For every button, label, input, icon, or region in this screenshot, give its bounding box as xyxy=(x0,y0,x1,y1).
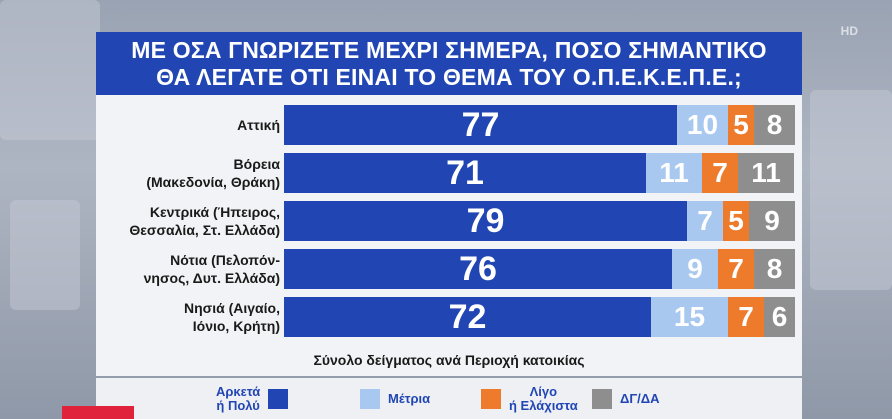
data-label: 7 xyxy=(712,157,728,188)
bar-little: 7 xyxy=(718,249,754,289)
title-line-2: ΘΑ ΛΕΓΑΤΕ ΟΤΙ ΕΙΝΑΙ ΤΟ ΘΕΜΑ ΤΟΥ Ο.Π.Ε.Κ.… xyxy=(156,64,742,90)
chart-title: ΜΕ ΟΣΑ ΓΝΩΡΙΖΕΤΕ ΜΕΧΡΙ ΣΗΜΕΡΑ, ΠΟΣΟ ΣΗΜΑ… xyxy=(96,32,802,95)
bar-moderate: 7 xyxy=(687,201,723,241)
bar-little: 5 xyxy=(728,105,754,145)
chart-subtitle: Σύνολο δείγματος ανά Περιοχή κατοικίας xyxy=(313,352,585,368)
bar-very: 71 xyxy=(284,153,646,193)
data-label: 71 xyxy=(446,153,484,192)
legend-swatch xyxy=(268,388,289,409)
bar-very: 79 xyxy=(284,201,687,241)
data-label: 8 xyxy=(766,253,783,284)
data-label: 76 xyxy=(459,249,497,288)
bar-little: 5 xyxy=(723,201,749,241)
background-shape xyxy=(810,90,892,290)
legend-item: Μέτρια xyxy=(360,378,430,419)
channel-logo: HD xyxy=(840,24,858,38)
background-shape xyxy=(0,0,100,140)
data-label: 11 xyxy=(751,157,781,188)
bar-moderate: 15 xyxy=(651,297,728,337)
data-label: 8 xyxy=(766,109,783,140)
bar-moderate: 9 xyxy=(672,249,718,289)
data-label: 11 xyxy=(659,157,689,188)
bar-dk: 6 xyxy=(764,297,795,337)
bar-dk: 9 xyxy=(749,201,795,241)
legend-swatch xyxy=(592,388,612,409)
bar-very: 77 xyxy=(284,105,677,145)
data-label: 10 xyxy=(686,109,719,140)
bar-dk: 8 xyxy=(754,105,795,145)
data-label: 7 xyxy=(728,253,744,284)
legend-item: ΔΓ/ΔΑ xyxy=(592,378,660,419)
data-label: 6 xyxy=(771,301,788,332)
bar-dk: 8 xyxy=(754,249,795,289)
title-line-1: ΜΕ ΟΣΑ ΓΝΩΡΙΖΕΤΕ ΜΕΧΡΙ ΣΗΜΕΡΑ, ΠΟΣΟ ΣΗΜΑ… xyxy=(131,37,767,63)
data-label: 15 xyxy=(673,301,706,332)
legend-swatch xyxy=(481,388,501,409)
background-shape xyxy=(10,200,80,310)
category-label: Βόρεια (Μακεδονία, Θράκη) xyxy=(146,156,280,190)
category-label: Νησιά (Αιγαίο, Ιόνιο, Κρήτη) xyxy=(183,300,280,334)
bar-little: 7 xyxy=(702,153,738,193)
bar-moderate: 10 xyxy=(677,105,728,145)
data-label: 5 xyxy=(733,109,749,140)
category-label: Νότια (Πελοπόν- νησος, Δυτ. Ελλάδα) xyxy=(143,252,280,286)
legend-label: Λίγο ή Ελάχιστα xyxy=(509,383,578,413)
data-label: 72 xyxy=(448,297,487,336)
legend-item: Αρκετά ή Πολύ xyxy=(216,378,289,419)
bar-very: 76 xyxy=(284,249,672,289)
data-label: 7 xyxy=(697,205,713,236)
data-label: 9 xyxy=(764,205,780,236)
red-badge xyxy=(62,406,134,419)
legend-item: Λίγο ή Ελάχιστα xyxy=(481,378,578,419)
legend-swatch xyxy=(360,388,380,409)
legend-label: Μέτρια xyxy=(388,390,431,406)
data-label: 5 xyxy=(728,205,744,236)
category-label: Αττική xyxy=(237,117,280,133)
bar-dk: 11 xyxy=(738,153,794,193)
bar-little: 7 xyxy=(728,297,764,337)
bar-moderate: 11 xyxy=(646,153,702,193)
data-label: 9 xyxy=(687,253,703,284)
bar-very: 72 xyxy=(284,297,651,337)
data-label: 7 xyxy=(738,301,754,332)
data-label: 77 xyxy=(461,105,500,144)
category-label: Κεντρικά (Ήπειρος, Θεσσαλία, Στ. Ελλάδα) xyxy=(129,204,280,238)
legend: Αρκετά ή Πολύ Μέτρια Λίγο ή Ελάχιστα ΔΓ/ΔΑ xyxy=(96,378,802,419)
legend-label: Αρκετά ή Πολύ xyxy=(216,383,261,413)
legend-label: ΔΓ/ΔΑ xyxy=(620,390,660,406)
data-label: 79 xyxy=(466,201,505,240)
